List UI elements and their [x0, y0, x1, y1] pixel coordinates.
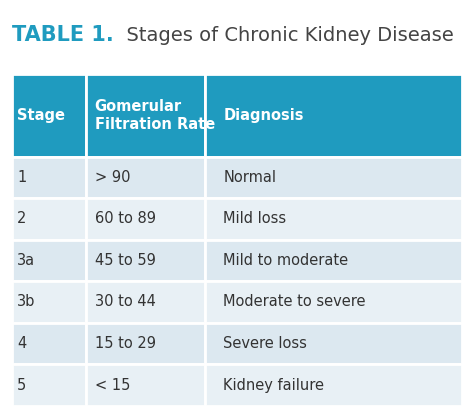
- Text: 60 to 89: 60 to 89: [94, 211, 155, 226]
- Bar: [12, 364, 86, 406]
- Text: Moderate to severe: Moderate to severe: [223, 295, 366, 309]
- Bar: [86, 74, 206, 157]
- Bar: [206, 240, 462, 281]
- Bar: [12, 74, 86, 157]
- Bar: [206, 281, 462, 323]
- Text: Gomerular
Filtration Rate: Gomerular Filtration Rate: [94, 98, 215, 132]
- Text: Kidney failure: Kidney failure: [223, 377, 324, 393]
- Text: 1: 1: [17, 170, 26, 185]
- Text: 15 to 29: 15 to 29: [94, 336, 155, 351]
- Bar: [206, 323, 462, 364]
- Text: Mild loss: Mild loss: [223, 211, 287, 226]
- Bar: [12, 157, 86, 198]
- Text: Diagnosis: Diagnosis: [223, 108, 304, 123]
- Text: TABLE 1.: TABLE 1.: [12, 25, 114, 45]
- Bar: [86, 240, 206, 281]
- Bar: [12, 240, 86, 281]
- Text: 4: 4: [17, 336, 26, 351]
- Bar: [86, 364, 206, 406]
- Bar: [206, 364, 462, 406]
- Bar: [12, 323, 86, 364]
- Text: 30 to 44: 30 to 44: [94, 295, 155, 309]
- Text: Stage: Stage: [17, 108, 65, 123]
- Bar: [86, 323, 206, 364]
- Text: 45 to 59: 45 to 59: [94, 253, 155, 268]
- Bar: [12, 198, 86, 240]
- Text: 3a: 3a: [17, 253, 35, 268]
- Text: < 15: < 15: [94, 377, 130, 393]
- Bar: [86, 281, 206, 323]
- Text: 2: 2: [17, 211, 27, 226]
- Text: Normal: Normal: [223, 170, 276, 185]
- Text: Mild to moderate: Mild to moderate: [223, 253, 348, 268]
- Text: 3b: 3b: [17, 295, 36, 309]
- Text: > 90: > 90: [94, 170, 130, 185]
- Bar: [12, 281, 86, 323]
- Bar: [86, 157, 206, 198]
- Text: 5: 5: [17, 377, 26, 393]
- Bar: [206, 198, 462, 240]
- Bar: [206, 74, 462, 157]
- Bar: [86, 198, 206, 240]
- Text: Stages of Chronic Kidney Disease: Stages of Chronic Kidney Disease: [114, 26, 453, 44]
- Bar: [206, 157, 462, 198]
- Text: Severe loss: Severe loss: [223, 336, 307, 351]
